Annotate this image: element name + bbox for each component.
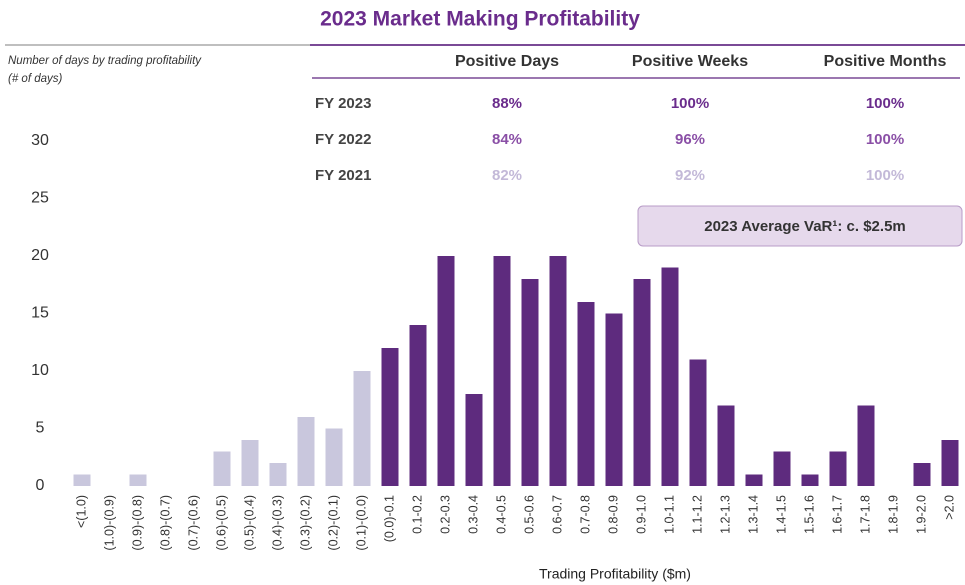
- y-axis-label: (# of days): [8, 73, 62, 85]
- x-tick-label: 1.1-1.2: [690, 495, 704, 534]
- table-cell: 100%: [866, 95, 904, 112]
- x-tick-label: (0.4)-(0.3): [270, 495, 284, 551]
- x-tick-label: 1.8-1.9: [886, 495, 900, 534]
- x-tick-label: 1.9-2.0: [914, 495, 928, 534]
- table-cell: 82%: [492, 167, 522, 184]
- bar: [269, 463, 287, 486]
- bar: [829, 451, 847, 486]
- bar: [493, 256, 511, 486]
- y-tick-label: 5: [36, 420, 45, 437]
- table-cell: 100%: [866, 167, 904, 184]
- table-cell: 96%: [675, 131, 705, 148]
- table-cell: 100%: [866, 131, 904, 148]
- x-tick-label: 0.8-0.9: [606, 495, 620, 534]
- y-axis-label: Number of days by trading profitability: [8, 55, 202, 67]
- y-tick-label: 10: [31, 362, 49, 379]
- x-tick-label: 0.5-0.6: [522, 495, 536, 534]
- x-tick-label: 0.9-1.0: [634, 495, 648, 534]
- x-tick-label: 1.3-1.4: [746, 495, 760, 534]
- x-tick-label: (0.2)-(0.1): [326, 495, 340, 551]
- x-tick-label: (0.0)-0.1: [382, 495, 396, 542]
- bar: [325, 428, 343, 486]
- chart-title: 2023 Market Making Profitability: [320, 8, 640, 31]
- table-header: Positive Weeks: [632, 53, 748, 70]
- row-label: FY 2021: [315, 167, 371, 184]
- bar: [745, 474, 763, 486]
- bar: [129, 474, 147, 486]
- bar: [549, 256, 567, 486]
- bar: [353, 371, 371, 486]
- table-cell: 88%: [492, 95, 522, 112]
- table-cell: 84%: [492, 131, 522, 148]
- x-tick-label: 1.0-1.1: [662, 495, 676, 534]
- x-tick-label: (0.3)-(0.2): [298, 495, 312, 551]
- bar: [409, 325, 427, 486]
- x-tick-label: (0.1)-(0.0): [354, 495, 368, 551]
- x-tick-label: 1.7-1.8: [858, 495, 872, 534]
- y-tick-label: 30: [31, 132, 49, 149]
- bar: [941, 440, 959, 486]
- x-tick-label: <(1.0): [74, 495, 88, 528]
- table-header: Positive Months: [824, 53, 947, 70]
- x-tick-label: 1.2-1.3: [718, 495, 732, 534]
- bar: [465, 394, 483, 486]
- bar: [773, 451, 791, 486]
- bar: [857, 405, 875, 486]
- x-tick-label: 0.6-0.7: [550, 495, 564, 534]
- row-label: FY 2023: [315, 95, 371, 112]
- bar: [577, 302, 595, 486]
- y-tick-label: 0: [36, 477, 45, 494]
- x-tick-label: (1.0)-(0.9): [102, 495, 116, 551]
- row-label: FY 2022: [315, 131, 371, 148]
- bar: [913, 463, 931, 486]
- y-tick-label: 20: [31, 247, 49, 264]
- bar: [297, 417, 315, 486]
- x-tick-label: 1.6-1.7: [830, 495, 844, 534]
- x-tick-label: 0.3-0.4: [466, 495, 480, 534]
- bar: [521, 279, 539, 486]
- bar: [73, 474, 91, 486]
- x-tick-label: 0.1-0.2: [410, 495, 424, 534]
- x-tick-label: (0.7)-(0.6): [186, 495, 200, 551]
- bar: [661, 267, 679, 486]
- x-tick-label: (0.9)-(0.8): [130, 495, 144, 551]
- annotation-box: [637, 205, 963, 247]
- y-tick-label: 25: [31, 190, 49, 207]
- bar: [801, 474, 819, 486]
- x-tick-label: 0.2-0.3: [438, 495, 452, 534]
- x-tick-label: >2.0: [942, 495, 956, 520]
- bar: [689, 359, 707, 486]
- x-tick-label: (0.5)-(0.4): [242, 495, 256, 551]
- bar: [437, 256, 455, 486]
- x-tick-label: 1.5-1.6: [802, 495, 816, 534]
- y-tick-label: 15: [31, 305, 49, 322]
- x-tick-label: 0.4-0.5: [494, 495, 508, 534]
- bar: [381, 348, 399, 486]
- bar: [717, 405, 735, 486]
- table-header: Positive Days: [455, 53, 559, 70]
- bar: [633, 279, 651, 486]
- x-tick-label: 1.4-1.5: [774, 495, 788, 534]
- bar: [605, 313, 623, 486]
- x-axis-label: Trading Profitability ($m): [539, 566, 691, 582]
- bar: [213, 451, 231, 486]
- annotation: 2023 Average VaR¹: c. $2.5m: [704, 218, 906, 235]
- table-cell: 100%: [671, 95, 709, 112]
- x-tick-label: (0.6)-(0.5): [214, 495, 228, 551]
- bar: [241, 440, 259, 486]
- x-tick-label: (0.8)-(0.7): [158, 495, 172, 551]
- x-tick-label: 0.7-0.8: [578, 495, 592, 534]
- table-cell: 92%: [675, 167, 705, 184]
